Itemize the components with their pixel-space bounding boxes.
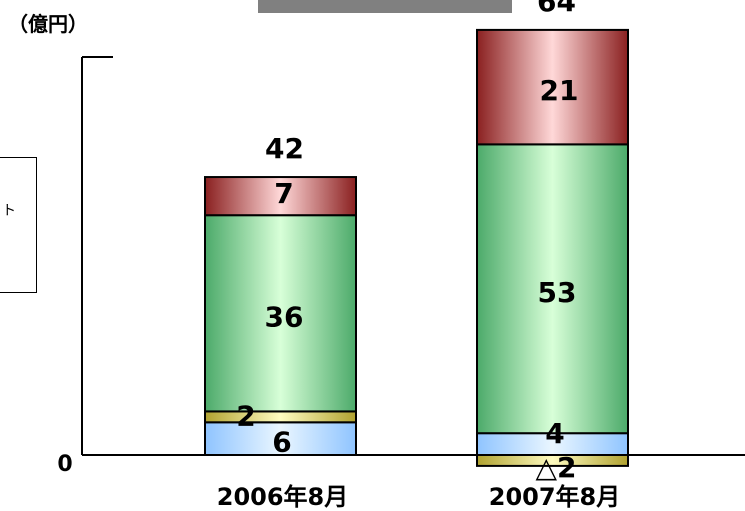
bar-segment [204,421,357,456]
total-label: 42 [265,132,304,165]
bar-segment [476,454,629,467]
zero-tick-label: 0 [57,452,72,477]
category-label: 2006年8月 [217,483,349,511]
segment-label: 7 [274,177,293,210]
segment-label: 36 [265,300,304,333]
segment-label: 21 [540,74,579,107]
segment-label: 4 [545,417,564,450]
segment-label: △2 [535,451,576,484]
title-bar [258,0,512,13]
segment-label: 53 [538,276,577,309]
bar-segment [204,176,357,217]
bar-segment [204,214,357,413]
bar-segment [476,143,629,435]
segment-label: 2 [236,399,255,432]
unit-label: （億円） [8,12,88,36]
bar-segment [204,410,357,424]
legend-box [0,157,37,293]
total-label: 64 [537,0,576,18]
legend-text: ト [2,203,16,219]
category-label: 2007年8月 [489,483,621,511]
segment-label: 6 [272,426,291,459]
bar-segment [476,28,629,146]
